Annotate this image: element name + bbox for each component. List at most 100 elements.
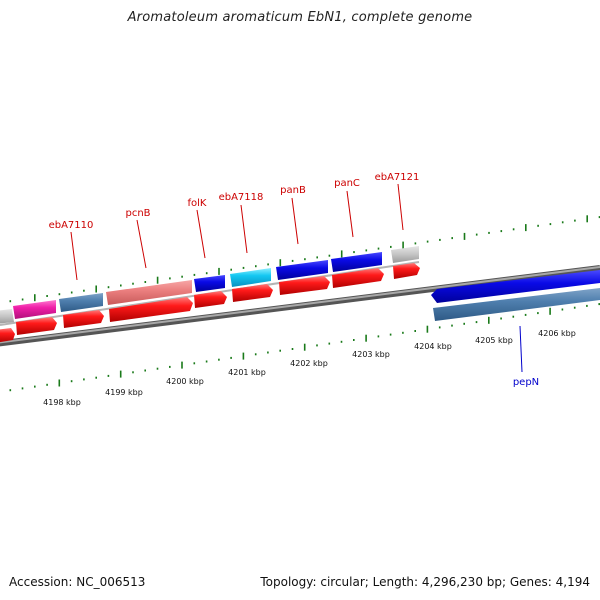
cds-arrow xyxy=(232,284,273,302)
cds-arrow xyxy=(279,276,330,295)
scale-label: 4205 kbp xyxy=(475,336,513,345)
minor-tick xyxy=(83,378,85,381)
minor-tick xyxy=(598,303,600,306)
major-tick xyxy=(156,276,159,284)
minor-tick xyxy=(439,238,441,241)
minor-tick xyxy=(254,353,257,356)
minor-tick xyxy=(488,231,490,234)
accession-text: Accession: NC_006513 xyxy=(9,575,146,589)
cds-arrow xyxy=(109,297,193,322)
scale-label: 4198 kbp xyxy=(43,398,81,407)
minor-tick xyxy=(46,383,48,386)
gene-label-panB: panB xyxy=(280,185,306,196)
gene-feature-ebA7110 xyxy=(59,293,103,312)
minor-tick xyxy=(205,360,208,363)
minor-tick xyxy=(377,335,380,338)
minor-tick xyxy=(291,348,294,350)
minor-tick xyxy=(353,339,355,341)
gene-feature-panB xyxy=(276,260,328,280)
minor-tick xyxy=(365,249,368,252)
gene-label-panC: panC xyxy=(334,178,360,189)
minor-tick xyxy=(414,242,417,245)
major-tick xyxy=(549,307,551,315)
minor-tick xyxy=(574,219,576,222)
minor-tick xyxy=(586,304,588,307)
major-tick xyxy=(119,370,122,378)
minor-tick xyxy=(549,223,552,226)
major-tick xyxy=(242,352,245,360)
scale-label: 4206 kbp xyxy=(538,329,576,338)
minor-tick xyxy=(402,331,404,334)
minor-tick xyxy=(144,281,147,283)
minor-tick xyxy=(451,237,453,240)
minor-tick xyxy=(267,263,269,266)
gene-feature-pcnB xyxy=(106,280,192,305)
cds-arrow xyxy=(194,291,227,308)
minor-tick xyxy=(573,306,576,309)
minor-tick xyxy=(230,268,232,271)
major-tick xyxy=(218,267,220,275)
reverse-strand-track xyxy=(431,270,600,321)
gene-feature-panC xyxy=(331,252,382,272)
gene-type-track xyxy=(0,246,420,326)
major-tick xyxy=(34,294,36,302)
minor-tick xyxy=(46,295,48,297)
gene-feature-pink xyxy=(13,300,56,319)
minor-tick xyxy=(181,275,183,278)
minor-tick xyxy=(316,344,318,347)
cds-arrow xyxy=(332,268,384,288)
minor-tick xyxy=(255,265,257,268)
gene-feature-ebA7121 xyxy=(391,246,419,263)
minor-tick xyxy=(598,216,600,219)
minor-tick xyxy=(156,367,159,370)
minor-tick xyxy=(83,289,85,292)
minor-tick xyxy=(316,256,318,259)
major-tick xyxy=(181,361,183,369)
gene-label-pepN: pepN xyxy=(513,377,539,388)
minor-tick xyxy=(132,371,134,374)
minor-tick xyxy=(144,369,146,372)
minor-tick xyxy=(21,298,24,301)
gene-label-folK: folK xyxy=(188,198,207,209)
cds-arrow xyxy=(0,328,15,343)
map-title: Aromatoleum aromaticum EbN1, complete ge… xyxy=(127,10,473,25)
gene-label-ebA7110: ebA7110 xyxy=(49,220,94,231)
minor-tick xyxy=(34,385,36,388)
major-tick xyxy=(525,224,527,232)
forward-cds-track xyxy=(0,263,420,343)
major-tick xyxy=(58,379,61,387)
minor-tick xyxy=(169,365,171,368)
minor-tick xyxy=(21,387,24,390)
major-tick xyxy=(95,285,97,293)
scale-tick-marks xyxy=(9,303,600,392)
minor-tick xyxy=(537,312,539,315)
minor-tick xyxy=(291,259,294,262)
scale-label: 4200 kbp xyxy=(166,377,204,386)
major-tick xyxy=(340,250,343,258)
major-tick xyxy=(303,343,306,351)
genome-summary-text: Topology: circular; Length: 4,296,230 bp… xyxy=(260,575,590,589)
minor-tick xyxy=(512,315,515,318)
gene-label-callouts xyxy=(70,183,523,373)
minor-tick xyxy=(132,282,134,285)
gene-feature-gray xyxy=(0,309,14,324)
minor-tick xyxy=(267,351,269,354)
minor-tick xyxy=(193,273,196,276)
minor-tick xyxy=(58,293,61,296)
minor-tick xyxy=(500,317,502,320)
scale-label: 4204 kbp xyxy=(414,342,452,351)
minor-tick xyxy=(193,362,196,365)
cds-feature-pepN xyxy=(433,288,600,321)
minor-tick xyxy=(218,358,220,361)
major-tick xyxy=(488,316,490,324)
minor-tick xyxy=(414,330,416,332)
gene-feature-ebA7118 xyxy=(230,268,271,287)
minor-tick xyxy=(524,313,527,316)
minor-tick xyxy=(107,374,110,377)
major-tick xyxy=(463,232,466,240)
minor-tick xyxy=(304,258,306,261)
minor-tick xyxy=(353,251,355,254)
minor-tick xyxy=(537,224,539,227)
minor-tick xyxy=(70,380,73,383)
